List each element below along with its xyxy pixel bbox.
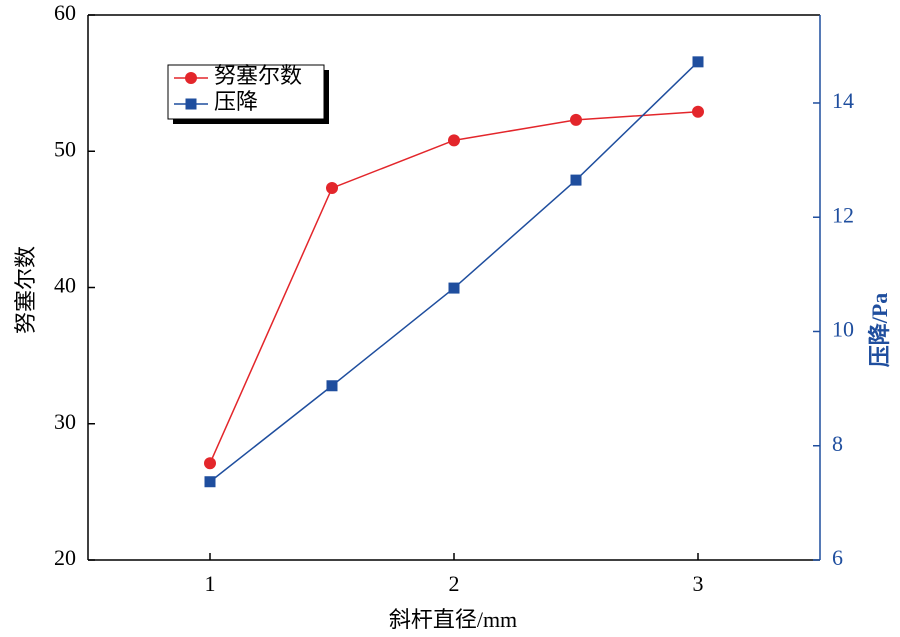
x-tick-label: 2: [449, 571, 460, 596]
data-point: [570, 174, 582, 186]
series-line: [209, 61, 699, 483]
y-tick-label: 60: [54, 0, 76, 25]
y2-tick-label: 10: [832, 317, 854, 342]
y2-axis-label: 压降/Pa: [867, 293, 892, 368]
y2-tick-label: 8: [832, 431, 843, 456]
legend-label: 压降: [214, 89, 258, 114]
data-point: [204, 457, 216, 470]
y2-tick-label: 6: [832, 545, 843, 570]
legend-marker: [185, 72, 197, 84]
x-tick-label: 1: [205, 571, 216, 596]
y-tick-label: 40: [54, 273, 76, 298]
y-tick-label: 30: [54, 409, 76, 434]
legend-marker: [185, 98, 197, 110]
data-point: [448, 134, 460, 147]
data-point: [326, 182, 338, 195]
y2-tick-label: 14: [832, 88, 854, 113]
x-tick-label: 3: [693, 571, 704, 596]
y-tick-label: 20: [54, 545, 76, 570]
legend-label: 努塞尔数: [214, 63, 302, 88]
data-point: [692, 56, 704, 68]
data-point: [692, 105, 704, 118]
data-point: [570, 113, 582, 126]
data-point: [448, 282, 460, 294]
x-axis-label: 斜杆直径/mm: [389, 607, 517, 632]
y-tick-label: 50: [54, 136, 76, 161]
y2-tick-label: 12: [832, 202, 854, 227]
data-point: [204, 476, 216, 488]
data-point: [326, 380, 338, 392]
y-axis-label: 努塞尔数: [13, 246, 38, 334]
